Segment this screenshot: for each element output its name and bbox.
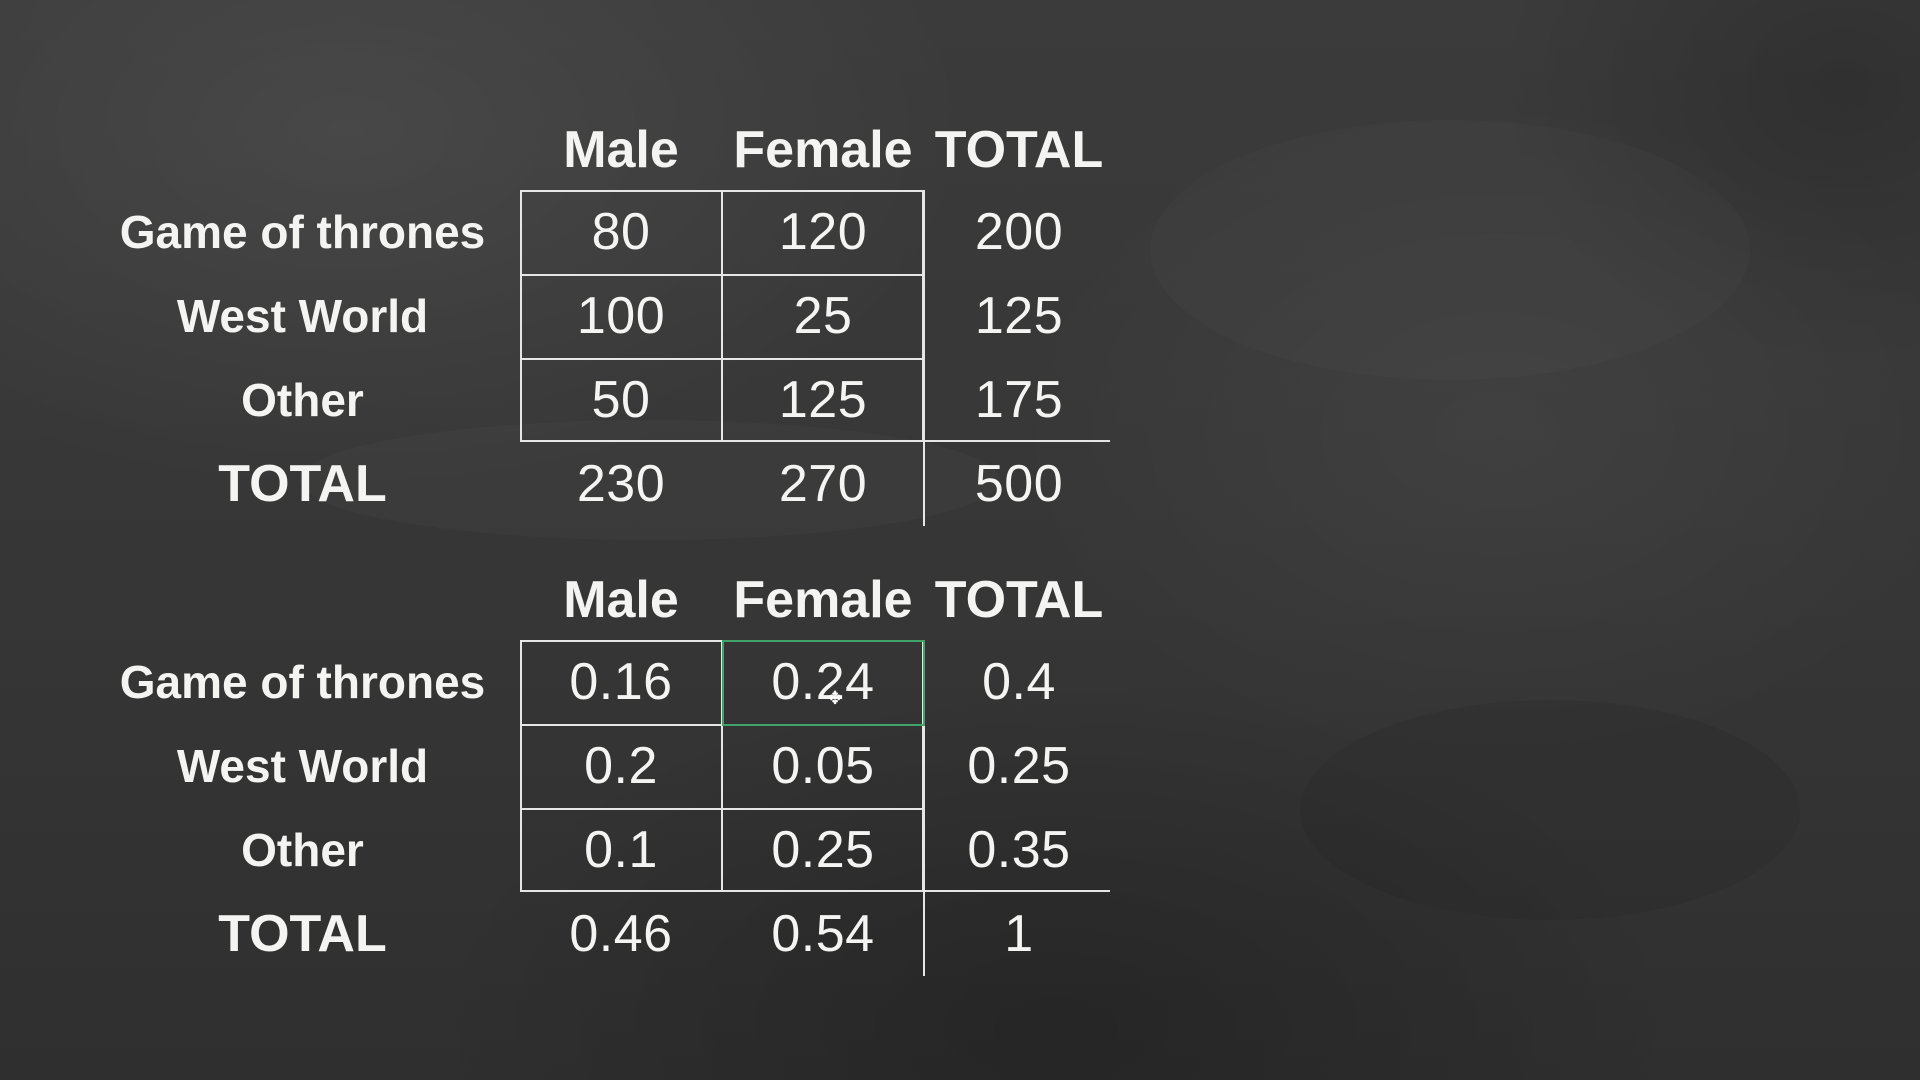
grid-divider: [923, 640, 925, 976]
column-total-cell: 270: [778, 455, 868, 513]
table-cell: 125: [778, 371, 868, 429]
grid-divider: [520, 274, 924, 276]
row-label-game-of-thrones: Game of thrones: [119, 656, 486, 708]
row-label-other: Other: [241, 824, 364, 876]
grand-total-cell: 1: [1004, 905, 1034, 963]
row-label-total: TOTAL: [218, 455, 387, 513]
selected-table-cell[interactable]: 0.24: [771, 653, 875, 711]
table-cell: 120: [778, 203, 868, 261]
contingency-table-proportions: Male Female TOTAL Game of thrones 0.16 0…: [0, 565, 1920, 995]
row-label-total: TOTAL: [218, 905, 387, 963]
table-cell: 0.05: [771, 737, 875, 795]
grid-divider: [721, 190, 723, 442]
selected-cell-highlight[interactable]: [722, 640, 925, 726]
table-cell: 0.2: [584, 737, 658, 795]
row-label-other: Other: [241, 374, 364, 426]
row-total-cell: 0.4: [982, 653, 1056, 711]
column-header-male: Male: [563, 121, 679, 179]
grid-divider: [520, 358, 924, 360]
column-total-cell: 230: [576, 455, 666, 513]
column-header-total: TOTAL: [934, 121, 1104, 179]
grid-divider: [923, 190, 925, 526]
move-cursor-icon: ✥: [827, 688, 843, 708]
row-label-game-of-thrones: Game of thrones: [119, 206, 486, 258]
total-row-divider: [520, 890, 1110, 892]
column-total-cell: 0.54: [771, 905, 875, 963]
row-total-cell: 200: [974, 203, 1064, 261]
column-header-female: Female: [733, 121, 913, 179]
contingency-table-counts: Male Female TOTAL Game of thrones 80 120…: [0, 115, 1920, 545]
column-total-cell: 0.46: [569, 905, 673, 963]
row-label-west-world: West World: [176, 740, 429, 792]
row-label-west-world: West World: [176, 290, 429, 342]
grid-divider: [721, 640, 723, 892]
table-cell: 0.25: [771, 821, 875, 879]
table-cell: 25: [793, 287, 853, 345]
row-total-cell: 125: [974, 287, 1064, 345]
grid-divider: [520, 808, 924, 810]
row-total-cell: 175: [974, 371, 1064, 429]
column-header-female: Female: [733, 571, 913, 629]
table-cell: 50: [591, 371, 651, 429]
total-row-divider: [520, 440, 1110, 442]
table-cell: 0.1: [584, 821, 658, 879]
column-header-male: Male: [563, 571, 679, 629]
grand-total-cell: 500: [974, 455, 1064, 513]
column-header-total: TOTAL: [934, 571, 1104, 629]
row-total-cell: 0.35: [967, 821, 1071, 879]
table-cell: 100: [576, 287, 666, 345]
table-cell: 80: [591, 203, 651, 261]
table-cell: 0.16: [569, 653, 673, 711]
row-total-cell: 0.25: [967, 737, 1071, 795]
